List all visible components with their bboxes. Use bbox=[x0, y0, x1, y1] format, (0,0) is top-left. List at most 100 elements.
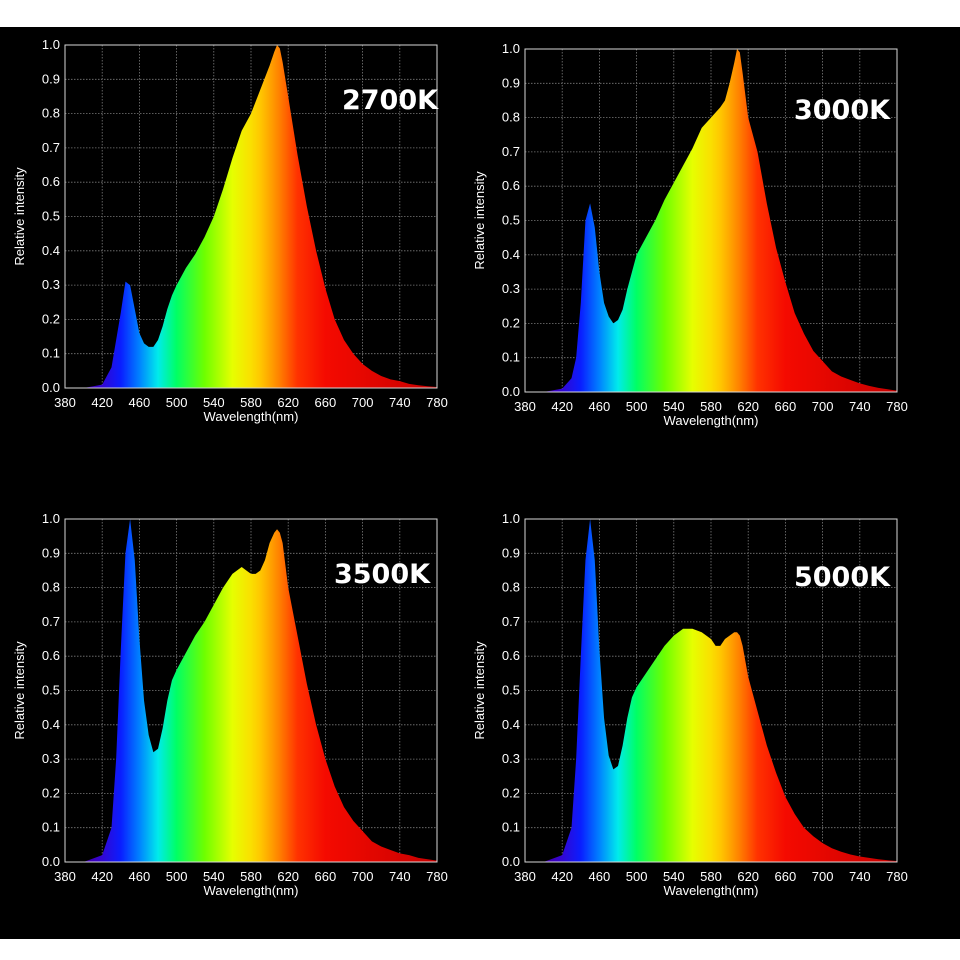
y-axis-label: Relative intensity bbox=[12, 167, 27, 266]
x-tick-label: 780 bbox=[426, 869, 448, 884]
x-tick-label: 580 bbox=[700, 399, 722, 414]
spectrum-area bbox=[65, 519, 437, 862]
y-tick-label: 0.5 bbox=[42, 209, 60, 224]
x-tick-label: 620 bbox=[737, 869, 759, 884]
x-tick-label: 700 bbox=[812, 399, 834, 414]
x-tick-label: 740 bbox=[849, 869, 871, 884]
x-tick-label: 740 bbox=[389, 869, 411, 884]
x-tick-label: 500 bbox=[626, 869, 648, 884]
y-tick-label: 0.1 bbox=[42, 820, 60, 835]
y-tick-label: 0.6 bbox=[502, 178, 520, 193]
x-tick-label: 700 bbox=[352, 869, 374, 884]
x-tick-label: 420 bbox=[91, 395, 113, 410]
y-tick-label: 0.4 bbox=[42, 717, 60, 732]
x-tick-label: 420 bbox=[551, 869, 573, 884]
plot-frame bbox=[524, 48, 898, 393]
chart-2700k: 380 420 460 500 540 580 620 660 700 740 780 0.0 0.1 0… bbox=[12, 37, 448, 424]
x-tick-label: 780 bbox=[426, 395, 448, 410]
x-tick-label: 540 bbox=[663, 399, 685, 414]
y-tick-label: 0.2 bbox=[42, 785, 60, 800]
x-tick-label: 420 bbox=[91, 869, 113, 884]
y-tick-label: 1.0 bbox=[502, 511, 520, 526]
y-tick-label: 0.9 bbox=[502, 545, 520, 560]
x-tick-label: 660 bbox=[315, 395, 337, 410]
y-tick-label: 0.6 bbox=[42, 648, 60, 663]
x-tick-label: 700 bbox=[352, 395, 374, 410]
x-axis-label: Wavelength(nm) bbox=[204, 883, 299, 898]
y-tick-label: 0.2 bbox=[502, 785, 520, 800]
y-tick-label: 0.4 bbox=[502, 247, 520, 262]
x-axis-label: Wavelength(nm) bbox=[664, 413, 759, 428]
x-tick-label: 540 bbox=[203, 869, 225, 884]
chart-3000k: 380 420 460 500 540 580 620 660 700 740 780 0.0 0.1 0… bbox=[472, 41, 908, 428]
cct-annotation: 5000K bbox=[794, 562, 891, 593]
y-tick-label: 0.6 bbox=[502, 648, 520, 663]
y-axis-label: Relative intensity bbox=[472, 641, 487, 740]
y-tick-label: 0.7 bbox=[502, 614, 520, 629]
y-tick-label: 0.6 bbox=[42, 174, 60, 189]
x-tick-label: 500 bbox=[166, 395, 188, 410]
y-tick-label: 0.5 bbox=[502, 683, 520, 698]
cct-annotation: 3000K bbox=[794, 95, 891, 126]
y-tick-label: 0.9 bbox=[42, 71, 60, 86]
y-tick-label: 0.7 bbox=[42, 614, 60, 629]
y-tick-label: 0.8 bbox=[502, 110, 520, 125]
x-tick-label: 580 bbox=[700, 869, 722, 884]
y-tick-label: 0.9 bbox=[502, 75, 520, 90]
chart-5000k: 380 420 460 500 540 580 620 660 700 740 780 0.0 0.1 0… bbox=[472, 511, 908, 898]
y-tick-label: 0.1 bbox=[502, 820, 520, 835]
y-tick-label: 0.8 bbox=[42, 580, 60, 595]
y-tick-label: 0.8 bbox=[502, 580, 520, 595]
y-tick-label: 0.3 bbox=[502, 281, 520, 296]
x-tick-label: 660 bbox=[775, 399, 797, 414]
x-tick-label: 460 bbox=[129, 395, 151, 410]
x-tick-label: 380 bbox=[54, 869, 76, 884]
x-tick-label: 540 bbox=[203, 395, 225, 410]
x-tick-label: 460 bbox=[589, 399, 611, 414]
x-tick-label: 500 bbox=[166, 869, 188, 884]
x-tick-label: 580 bbox=[240, 395, 262, 410]
x-tick-label: 740 bbox=[389, 395, 411, 410]
chart-3500k: 380 420 460 500 540 580 620 660 700 740 780 0.0 0.1 0… bbox=[12, 511, 448, 898]
y-tick-label: 0.3 bbox=[42, 751, 60, 766]
y-tick-label: 0.2 bbox=[42, 311, 60, 326]
x-tick-label: 420 bbox=[551, 399, 573, 414]
x-axis-label: Wavelength(nm) bbox=[664, 883, 759, 898]
spectrum-area bbox=[525, 519, 897, 862]
x-tick-label: 500 bbox=[626, 399, 648, 414]
x-tick-label: 620 bbox=[277, 869, 299, 884]
x-tick-label: 380 bbox=[514, 399, 536, 414]
cct-annotation: 2700K bbox=[342, 85, 439, 116]
x-tick-label: 620 bbox=[737, 399, 759, 414]
x-tick-label: 780 bbox=[886, 869, 908, 884]
y-tick-label: 0.2 bbox=[502, 315, 520, 330]
y-tick-label: 0.4 bbox=[42, 243, 60, 258]
y-tick-label: 0.0 bbox=[42, 380, 60, 395]
cct-annotation: 3500K bbox=[334, 559, 431, 590]
y-tick-label: 0.9 bbox=[42, 545, 60, 560]
plot-frame bbox=[524, 518, 898, 863]
y-tick-label: 0.3 bbox=[42, 277, 60, 292]
x-tick-label: 380 bbox=[54, 395, 76, 410]
y-tick-label: 1.0 bbox=[42, 37, 60, 52]
x-tick-label: 740 bbox=[849, 399, 871, 414]
y-tick-label: 0.0 bbox=[502, 384, 520, 399]
y-tick-label: 0.5 bbox=[42, 683, 60, 698]
y-tick-label: 0.8 bbox=[42, 106, 60, 121]
y-tick-label: 0.3 bbox=[502, 751, 520, 766]
y-tick-label: 0.0 bbox=[42, 854, 60, 869]
x-tick-label: 460 bbox=[589, 869, 611, 884]
x-tick-label: 380 bbox=[514, 869, 536, 884]
y-tick-label: 0.1 bbox=[42, 346, 60, 361]
y-tick-label: 0.1 bbox=[502, 350, 520, 365]
x-axis-label: Wavelength(nm) bbox=[204, 409, 299, 424]
y-tick-label: 0.5 bbox=[502, 213, 520, 228]
y-axis-label: Relative intensity bbox=[12, 641, 27, 740]
x-tick-label: 620 bbox=[277, 395, 299, 410]
x-tick-label: 660 bbox=[775, 869, 797, 884]
spectrum-area bbox=[65, 45, 437, 388]
y-tick-label: 1.0 bbox=[42, 511, 60, 526]
x-tick-label: 540 bbox=[663, 869, 685, 884]
x-tick-label: 660 bbox=[315, 869, 337, 884]
